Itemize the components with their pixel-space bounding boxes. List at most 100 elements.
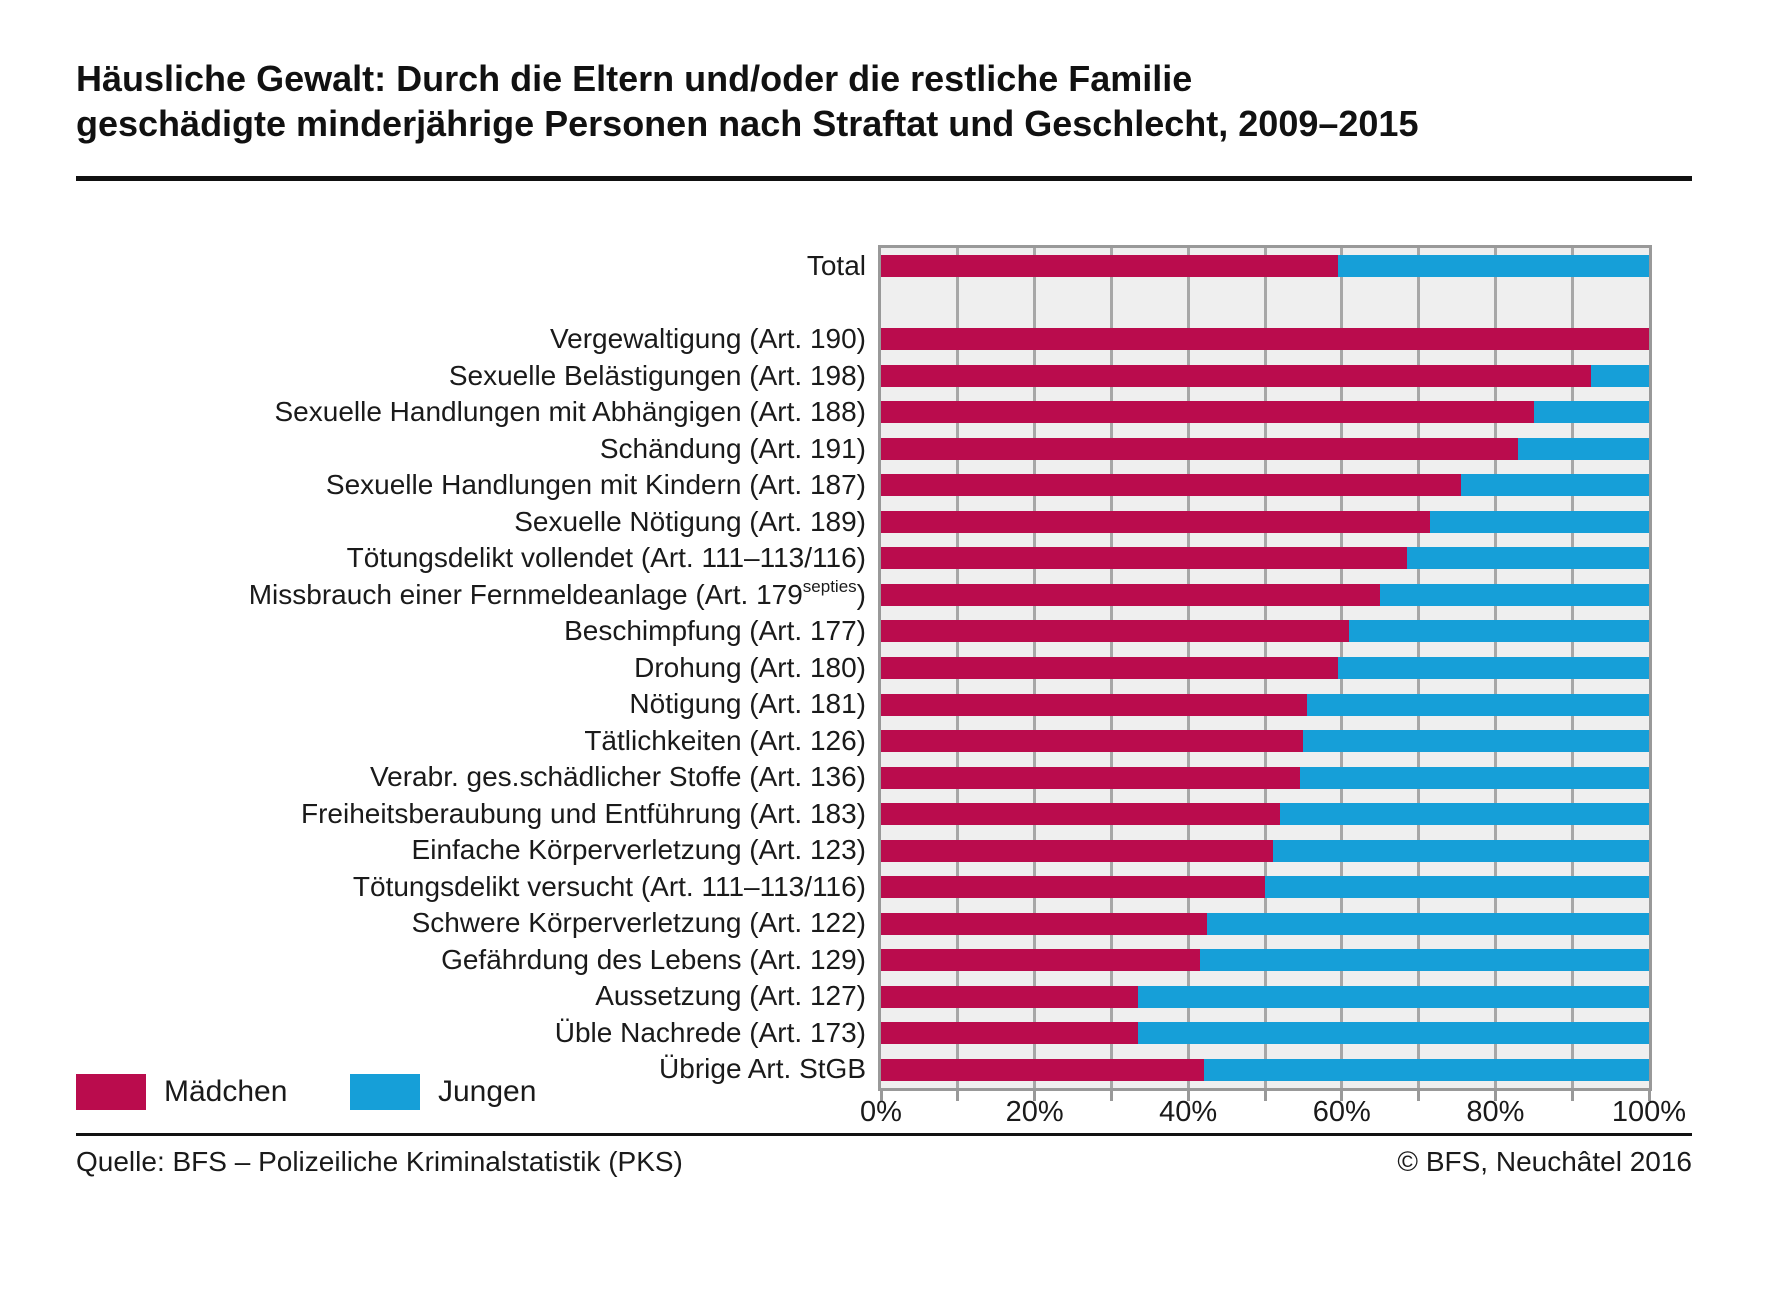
label-suffix: ) bbox=[856, 578, 866, 610]
category-label: Sexuelle Handlungen mit Abhängigen (Art.… bbox=[0, 394, 867, 431]
category-label: Aussetzung (Art. 127) bbox=[0, 978, 866, 1015]
x-tick-label-40: 40% bbox=[1159, 1096, 1218, 1128]
bar-segment-jungen bbox=[1303, 730, 1649, 753]
bar-segment-maedchen bbox=[881, 949, 1200, 972]
label-text: Üble Nachrede (Art. 173) bbox=[554, 1016, 866, 1048]
legend-swatch-maedchen bbox=[76, 1074, 146, 1110]
category-label: Missbrauch einer Fernmeldeanlage (Art. 1… bbox=[0, 577, 866, 614]
axis-tick-90 bbox=[1570, 1091, 1574, 1101]
axis-tick-80 bbox=[1493, 1091, 1497, 1101]
bar-row bbox=[881, 1058, 1649, 1081]
category-label: Übrige Art. StGB bbox=[0, 1051, 866, 1088]
bar-row bbox=[881, 437, 1649, 460]
bar-segment-jungen bbox=[1138, 985, 1649, 1008]
bar-row bbox=[881, 985, 1649, 1008]
category-label: Üble Nachrede (Art. 173) bbox=[0, 1015, 866, 1052]
bar-segment-maedchen bbox=[881, 255, 1338, 278]
axis-tick-40 bbox=[1186, 1091, 1190, 1101]
bar-segment-maedchen bbox=[881, 583, 1381, 606]
label-text: Drohung (Art. 180) bbox=[634, 651, 866, 683]
axis-tick-50 bbox=[1263, 1091, 1267, 1101]
bar-segment-maedchen bbox=[881, 985, 1139, 1008]
bar-segment-jungen bbox=[1199, 949, 1649, 972]
x-tick-label-60: 60% bbox=[1312, 1096, 1371, 1128]
bar-row bbox=[881, 547, 1649, 570]
label-text: Übrige Art. StGB bbox=[659, 1053, 866, 1085]
bar-segment-jungen bbox=[1518, 437, 1649, 460]
bar-row bbox=[881, 583, 1649, 606]
category-label: Verabr. ges.schädlicher Stoffe (Art. 136… bbox=[0, 759, 866, 796]
bar-segment-jungen bbox=[1265, 876, 1649, 899]
label-superscript: septies bbox=[802, 577, 857, 597]
title-divider bbox=[76, 176, 1692, 181]
x-tick-label-0: 0% bbox=[860, 1096, 902, 1128]
axis-tick-10 bbox=[956, 1091, 960, 1101]
bar-segment-jungen bbox=[1349, 620, 1649, 643]
footer-divider bbox=[76, 1133, 1692, 1136]
bar-segment-maedchen bbox=[881, 730, 1304, 753]
bar-row bbox=[881, 876, 1649, 899]
category-label-column: Total Vergewaltigung (Art. 190) Sexuelle B… bbox=[0, 248, 866, 1088]
bar-row bbox=[881, 693, 1649, 716]
source-note: Quelle: BFS – Polizeiliche Kriminalstati… bbox=[76, 1146, 683, 1177]
label-text: Tötungsdelikt vollendet (Art. 111–113/11… bbox=[346, 542, 866, 574]
bar-segment-maedchen bbox=[881, 839, 1273, 862]
legend-swatch-jungen bbox=[350, 1074, 420, 1110]
label-text: Schwere Körperverletzung (Art. 122) bbox=[411, 907, 866, 939]
title-line-1: Häusliche Gewalt: Durch die Eltern und/o… bbox=[76, 58, 1193, 99]
bar-row bbox=[881, 1022, 1649, 1045]
copyright-note: © BFS, Neuchâtel 2016 bbox=[1397, 1146, 1692, 1177]
category-label: Vergewaltigung (Art. 190) bbox=[0, 321, 866, 358]
bar-row bbox=[881, 328, 1649, 351]
label-text: Beschimpfung (Art. 177) bbox=[564, 615, 866, 647]
category-label: Gefährdung des Lebens (Art. 129) bbox=[0, 942, 866, 979]
category-label: Drohung (Art. 180) bbox=[0, 650, 866, 687]
category-label: Beschimpfung (Art. 177) bbox=[0, 613, 866, 650]
x-tick-label-20: 20% bbox=[1005, 1096, 1064, 1128]
axis-tick-100 bbox=[1647, 1091, 1651, 1101]
plot-area bbox=[878, 245, 1652, 1101]
bar-segment-jungen bbox=[1272, 839, 1649, 862]
bar-segment-maedchen bbox=[881, 1022, 1139, 1045]
bar-segment-jungen bbox=[1380, 583, 1649, 606]
legend-label-maedchen: Mädchen bbox=[164, 1075, 288, 1108]
legend-label-jungen: Jungen bbox=[438, 1075, 537, 1108]
category-label: Sexuelle Belästigungen (Art. 198) bbox=[0, 358, 866, 395]
axis-tick-70 bbox=[1417, 1091, 1421, 1101]
label-text: Aussetzung (Art. 127) bbox=[595, 980, 866, 1012]
category-label: Einfache Körperverletzung (Art. 123) bbox=[0, 832, 866, 869]
category-label: Tötungsdelikt versucht (Art. 111–113/116… bbox=[0, 869, 866, 906]
label-text: Vergewaltigung (Art. 190) bbox=[550, 323, 866, 355]
bar-segment-maedchen bbox=[881, 657, 1338, 679]
bar-row bbox=[881, 620, 1649, 643]
category-label: Sexuelle Nötigung (Art. 189) bbox=[0, 504, 866, 541]
bar-segment-jungen bbox=[1299, 766, 1649, 789]
bar-segment-maedchen bbox=[881, 766, 1300, 789]
bar-segment-maedchen bbox=[881, 328, 1649, 351]
bar-row bbox=[881, 730, 1649, 753]
bar-segment-maedchen bbox=[881, 474, 1461, 497]
bar-segment-maedchen bbox=[881, 1058, 1204, 1081]
bar-segment-jungen bbox=[1430, 510, 1649, 533]
bar-segment-maedchen bbox=[881, 401, 1534, 424]
bar-segment-maedchen bbox=[881, 364, 1592, 387]
label-text: Nötigung (Art. 181) bbox=[629, 688, 866, 720]
label-text: Sexuelle Belästigungen (Art. 198) bbox=[448, 359, 866, 391]
bar-segment-maedchen bbox=[881, 876, 1265, 899]
bar-segment-jungen bbox=[1533, 401, 1649, 424]
bar-row bbox=[881, 401, 1649, 424]
bar-segment-maedchen bbox=[881, 693, 1308, 716]
bar-segment-jungen bbox=[1307, 693, 1649, 716]
label-text: Missbrauch einer Fernmeldeanlage (Art. 1… bbox=[248, 578, 803, 610]
bar-row bbox=[881, 949, 1649, 972]
category-label: Sexuelle Handlungen mit Kindern (Art. 18… bbox=[0, 467, 866, 504]
bar-row bbox=[881, 803, 1649, 826]
label-text: Tätlichkeiten (Art. 126) bbox=[584, 724, 866, 756]
bar-segment-jungen bbox=[1280, 803, 1649, 826]
label-text: Tötungsdelikt versucht (Art. 111–113/116… bbox=[352, 870, 866, 902]
bar-segment-jungen bbox=[1337, 255, 1649, 278]
label-text: Sexuelle Handlungen mit Kindern (Art. 18… bbox=[325, 469, 866, 501]
axis-tick-30 bbox=[1109, 1091, 1113, 1101]
x-tick-label-80: 80% bbox=[1466, 1096, 1525, 1128]
axis-tick-60 bbox=[1340, 1091, 1344, 1101]
